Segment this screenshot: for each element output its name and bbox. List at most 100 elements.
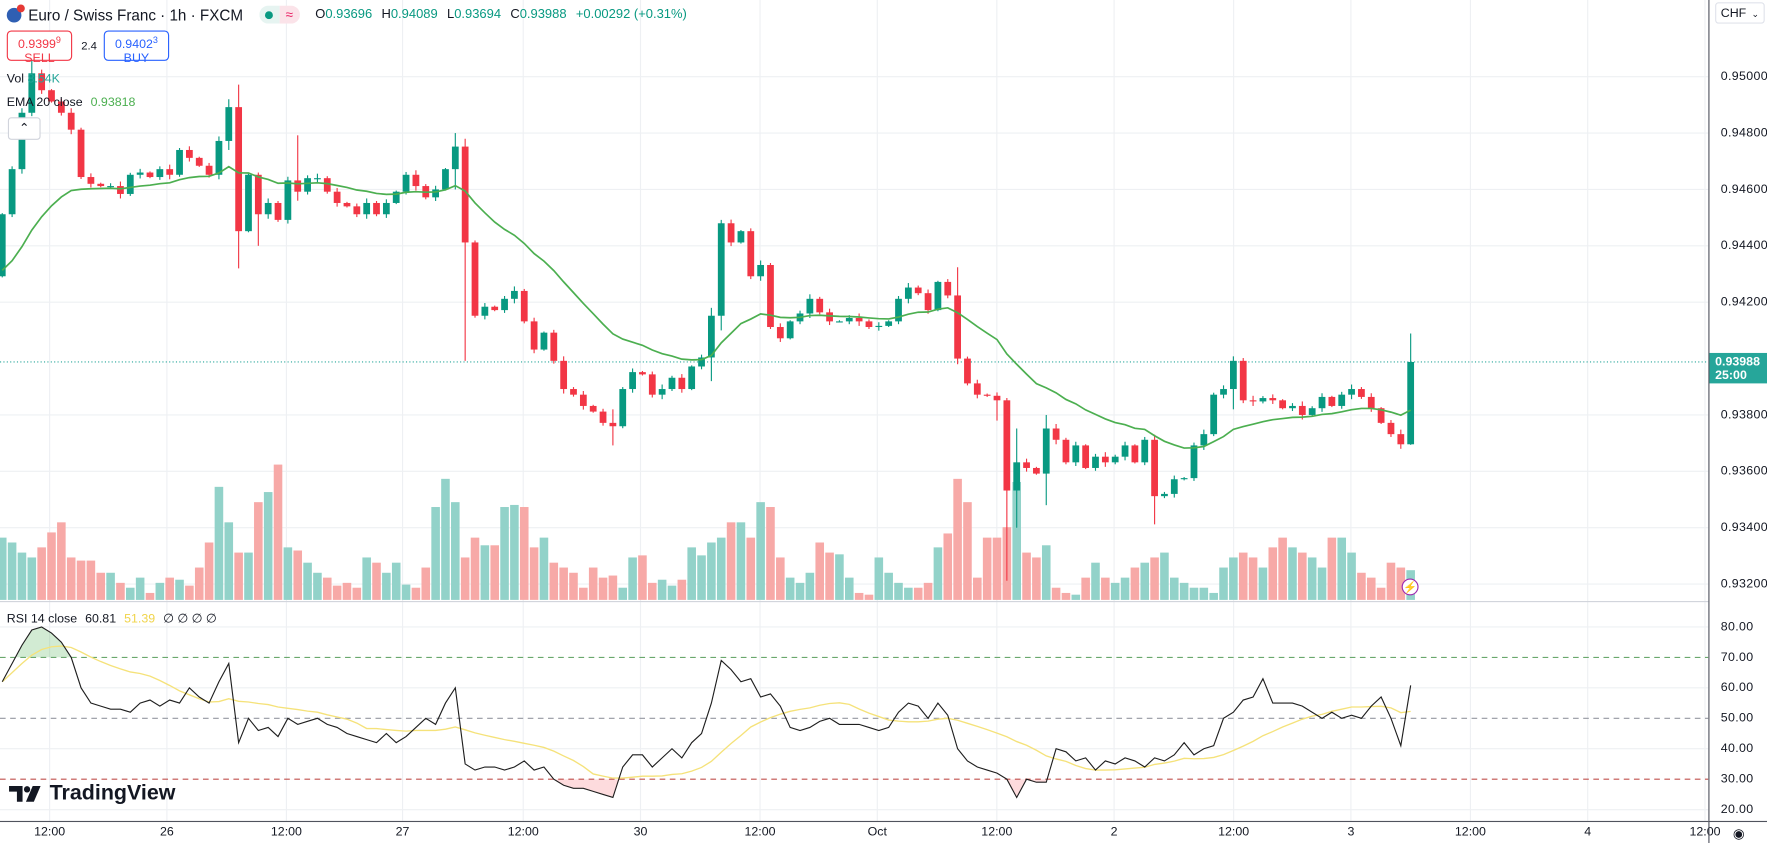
volume-bar [1120,577,1130,600]
candle-down [166,169,174,175]
volume-bar [86,560,96,600]
price-tick-label: 0.94400 [1720,239,1767,253]
ema-label: EMA 20 close [6,95,83,110]
volume-bar [707,542,716,600]
volume-bar [106,572,115,600]
volume-bar [1140,562,1150,600]
volume-bar [165,577,174,600]
candle-up [1042,428,1050,474]
volume-bar [992,537,1002,600]
volume-bar [1298,552,1307,600]
volume-bar [391,562,401,600]
rsi-tick-label: 20.00 [1720,802,1754,817]
candle-down [1269,398,1277,401]
rsi-label: RSI 14 close [6,612,78,626]
volume-bar [716,537,726,600]
time-tick-label: 12:00 [1218,825,1250,839]
candle-down [1239,360,1247,401]
volume-bar [352,587,362,600]
chart-canvas[interactable] [0,0,1709,821]
candle-up [1318,396,1326,409]
candle-up [668,377,676,390]
candle-up [1407,361,1415,445]
symbol-title[interactable]: Euro / Swiss Franc · 1h · FXCM [28,6,244,24]
candle-up [1229,360,1237,390]
candle-down [1387,422,1395,435]
candle-down [67,112,75,130]
ema-legend[interactable]: EMA 20 close 0.93818 [7,96,136,110]
buy-button[interactable]: 0.94023 BUY [103,30,170,65]
chevron-down-icon: ⌄ [1751,9,1760,20]
tradingview-logo[interactable]: TradingView [9,781,175,806]
collapse-legend-button[interactable]: ⌃ [7,117,41,140]
candle-up [314,178,321,180]
candle-down [461,146,469,243]
volume-bar [204,542,214,600]
rsi-na-values: ∅ ∅ ∅ ∅ [163,612,217,626]
volume-bar [1150,557,1159,600]
volume-bar [982,537,992,600]
candle-down [727,223,735,243]
volume-bar [1179,582,1189,600]
candle-down [954,295,961,359]
time-axis[interactable]: 12:00 26 12:00 27 12:00 30 12:00 Oct 12:00 2 12:00… [0,820,1720,843]
candle-up [225,107,233,141]
volume-label: Vol [6,72,25,86]
pane-separator[interactable] [0,601,1767,603]
open-value: 0.93696 [325,7,373,22]
volume-legend[interactable]: Vol 8.54K [7,72,60,86]
candle-down [579,394,587,406]
sell-button[interactable]: 0.93999 SELL [6,30,73,65]
volume-bar [1081,577,1090,600]
volume-bar [1317,567,1327,600]
candle-up [717,223,725,316]
lightning-icon[interactable]: ⚡ [1401,578,1419,596]
time-tick-label: 27 [395,825,410,839]
candle-up [885,321,893,326]
price-tick-label: 0.93800 [1720,408,1767,422]
settings-eye-icon[interactable]: ◉ [1708,820,1767,843]
rsi-tick-label: 30.00 [1720,772,1754,786]
time-tick-label: 12:00 [744,825,776,839]
volume-bar [736,522,746,600]
candle-down [589,405,597,412]
volume-bar [923,582,933,600]
market-status[interactable]: ≈ [258,5,300,24]
ema-line [1,165,1412,449]
volume-bar [1376,587,1386,600]
candle-up [107,186,114,188]
volume-bar [1307,557,1317,600]
volume-bar [549,562,559,600]
price-tick-label: 0.94600 [1720,182,1767,197]
candle-down [343,202,351,207]
volume-bar [1288,547,1297,600]
currency-label: CHF [1720,6,1747,21]
candle-up [176,149,183,175]
data-delay-icon: ≈ [279,5,300,24]
volume-bar [96,572,106,600]
volume-bar [933,547,943,600]
volume-bar [1337,537,1347,600]
ema-value: 0.93818 [90,95,136,110]
candle-down [964,358,971,384]
currency-select[interactable]: CHF ⌄ [1715,2,1765,24]
symbol-header: Euro / Swiss Franc · 1h · FXCM ≈ O0.9369… [6,3,693,25]
volume-bar [293,550,303,600]
current-price: 0.93988 [1715,355,1760,369]
volume-bar [500,507,509,600]
price-axis[interactable]: CHF ⌄ 0.95000 0.94800 0.94600 0.94400 0.94200… [1708,0,1767,821]
candle-down [924,293,932,311]
volume-bar [313,572,322,600]
rsi-legend[interactable]: RSI 14 close 60.81 51.39 ∅ ∅ ∅ ∅ [7,611,217,626]
time-tick-label: 12:00 [270,825,302,839]
candle-down [1298,405,1306,415]
volume-bar [1396,567,1406,600]
candle-up [1161,493,1168,497]
spread-value: 2.4 [81,40,97,53]
volume-bar [1170,577,1179,600]
low-value: 0.93694 [454,7,502,22]
rsi-ma-value: 51.39 [124,612,156,626]
candle-up [451,146,459,170]
volume-bar [421,567,431,600]
volume-bar [185,585,194,600]
